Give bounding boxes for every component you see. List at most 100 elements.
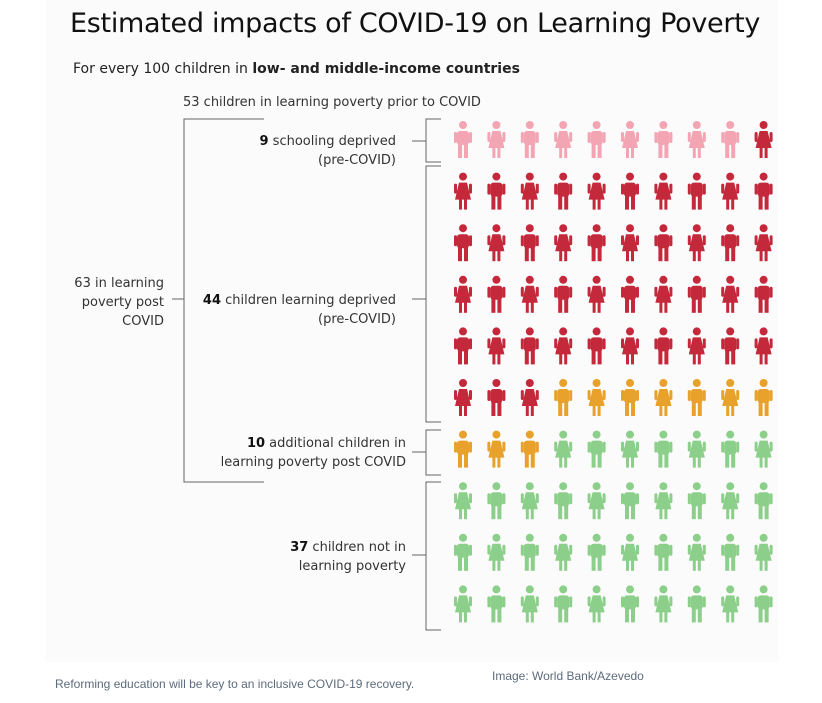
person-icon-learning-deprived — [454, 224, 472, 262]
person-icon-not-in-poverty — [721, 585, 740, 623]
person-icon-learning-deprived — [621, 275, 639, 313]
pre-covid-bracket — [183, 118, 264, 483]
chart-title: Estimated impacts of COVID-19 on Learnin… — [70, 8, 761, 39]
person-icon-additional-post-covid — [721, 379, 740, 416]
person-icon-learning-deprived — [554, 172, 573, 210]
person-icon-learning-deprived — [754, 327, 773, 365]
person-icon-learning-deprived — [487, 327, 506, 365]
person-icon-not-in-poverty — [721, 482, 740, 520]
post-covid-total-label: 63 in learning poverty post COVID — [74, 276, 164, 329]
person-icon-learning-deprived — [587, 224, 606, 262]
person-icon-learning-deprived — [654, 224, 673, 262]
person-icon-learning-deprived — [487, 379, 506, 416]
person-icon-not-in-poverty — [554, 585, 573, 623]
person-icon-schooling-deprived — [520, 121, 539, 158]
image-credit: Image: World Bank/Azevedo — [492, 669, 644, 683]
person-icon-learning-deprived — [454, 172, 472, 210]
person-icon-not-in-poverty — [554, 482, 573, 520]
person-icon-not-in-poverty — [687, 430, 706, 468]
person-icon-additional-post-covid — [754, 379, 773, 416]
person-icon-not-in-poverty — [754, 430, 773, 468]
person-icon-learning-deprived — [754, 224, 773, 262]
person-icon-learning-deprived — [587, 327, 606, 365]
person-icon-learning-deprived — [721, 327, 740, 365]
person-icon-learning-deprived — [654, 172, 673, 210]
person-icon-not-in-poverty — [621, 585, 639, 623]
person-icon-learning-deprived — [520, 224, 539, 262]
person-icon-learning-deprived — [654, 327, 673, 365]
group-text: children not in learning poverty — [298, 540, 406, 574]
person-icon-not-in-poverty — [687, 533, 706, 571]
person-icon-not-in-poverty — [487, 482, 506, 520]
person-icon-learning-deprived — [721, 275, 740, 313]
group-text: additional children in learning poverty … — [220, 436, 406, 470]
person-icon-additional-post-covid — [554, 379, 573, 416]
person-icon-learning-deprived — [520, 172, 539, 210]
person-icon-not-in-poverty — [587, 430, 606, 468]
person-icon-learning-deprived — [454, 379, 472, 416]
person-icon-learning-deprived — [554, 224, 573, 262]
person-icon-additional-post-covid — [587, 379, 606, 416]
person-icon-not-in-poverty — [654, 482, 673, 520]
image-caption: Reforming education will be key to an in… — [55, 677, 415, 691]
person-icon-not-in-poverty — [654, 585, 673, 623]
person-icon-learning-deprived — [487, 275, 506, 313]
person-icon-additional-post-covid — [654, 379, 673, 416]
group-count: 37 — [290, 540, 309, 555]
person-icon-not-in-poverty — [621, 482, 639, 520]
person-icon-not-in-poverty — [654, 430, 673, 468]
group-text: schooling deprived (pre-COVID) — [268, 134, 396, 168]
person-icon-learning-deprived — [687, 327, 706, 365]
person-icon-learning-deprived — [554, 327, 573, 365]
person-icon-not-in-poverty — [721, 430, 740, 468]
person-icon-learning-deprived — [587, 172, 606, 210]
chart-subtitle: For every 100 children in low- and middl… — [73, 61, 520, 77]
person-icon-learning-deprived — [487, 172, 506, 210]
person-icon-schooling-deprived — [454, 121, 472, 158]
person-icon-additional-post-covid — [520, 430, 539, 468]
person-icon-learning-deprived — [721, 172, 740, 210]
person-icon-not-in-poverty — [520, 585, 539, 623]
person-icon-learning-deprived — [754, 172, 773, 210]
person-icon-schooling-deprived — [654, 121, 673, 158]
person-icon-learning-deprived — [621, 172, 639, 210]
not-in-poverty-bracket — [425, 481, 441, 631]
person-icon-not-in-poverty — [454, 533, 472, 571]
person-icon-not-in-poverty — [621, 430, 639, 468]
person-icon-learning-deprived — [454, 327, 472, 365]
person-icon-not-in-poverty — [554, 430, 573, 468]
person-icon-not-in-poverty — [687, 585, 706, 623]
person-icon-not-in-poverty — [754, 533, 773, 571]
group-count: 44 — [202, 293, 221, 308]
person-icon-not-in-poverty — [621, 533, 639, 571]
person-icon-not-in-poverty — [554, 533, 573, 571]
group-count: 10 — [246, 436, 266, 451]
subtitle-emphasis: low- and middle-income countries — [252, 61, 520, 77]
person-icon-schooling-deprived — [587, 121, 606, 158]
person-icon-schooling-deprived — [554, 121, 573, 158]
person-icon-learning-deprived — [520, 379, 539, 416]
person-icon-not-in-poverty — [520, 482, 539, 520]
person-icon-learning-deprived — [621, 327, 639, 365]
person-icon-not-in-poverty — [754, 482, 773, 520]
group-label-schooling-deprived: 9 schooling deprived (pre-COVID) — [226, 132, 397, 170]
person-icon-schooling-deprived — [487, 121, 506, 158]
person-icon-not-in-poverty — [587, 533, 606, 571]
person-icon-additional-post-covid — [487, 430, 506, 468]
person-icon-learning-deprived — [721, 224, 740, 262]
group-label-additional-post-covid: 10 additional children in learning pover… — [200, 434, 406, 472]
person-icon-learning-deprived — [587, 275, 606, 313]
person-icon-learning-deprived — [754, 275, 773, 313]
person-icon-not-in-poverty — [654, 533, 673, 571]
person-icon-not-in-poverty — [587, 585, 606, 623]
person-icon-additional-post-covid — [687, 379, 706, 416]
person-icon-not-in-poverty — [454, 585, 472, 623]
person-icon-not-in-poverty — [520, 533, 539, 571]
person-icon-learning-deprived — [520, 275, 539, 313]
person-icon-schooling-deprived — [621, 121, 639, 158]
learning-deprived-bracket — [425, 165, 441, 423]
group-label-not-in-poverty: 37 children not in learning poverty — [270, 538, 406, 576]
person-icon-not-in-poverty — [487, 533, 506, 571]
person-icon-not-in-poverty — [721, 533, 740, 571]
